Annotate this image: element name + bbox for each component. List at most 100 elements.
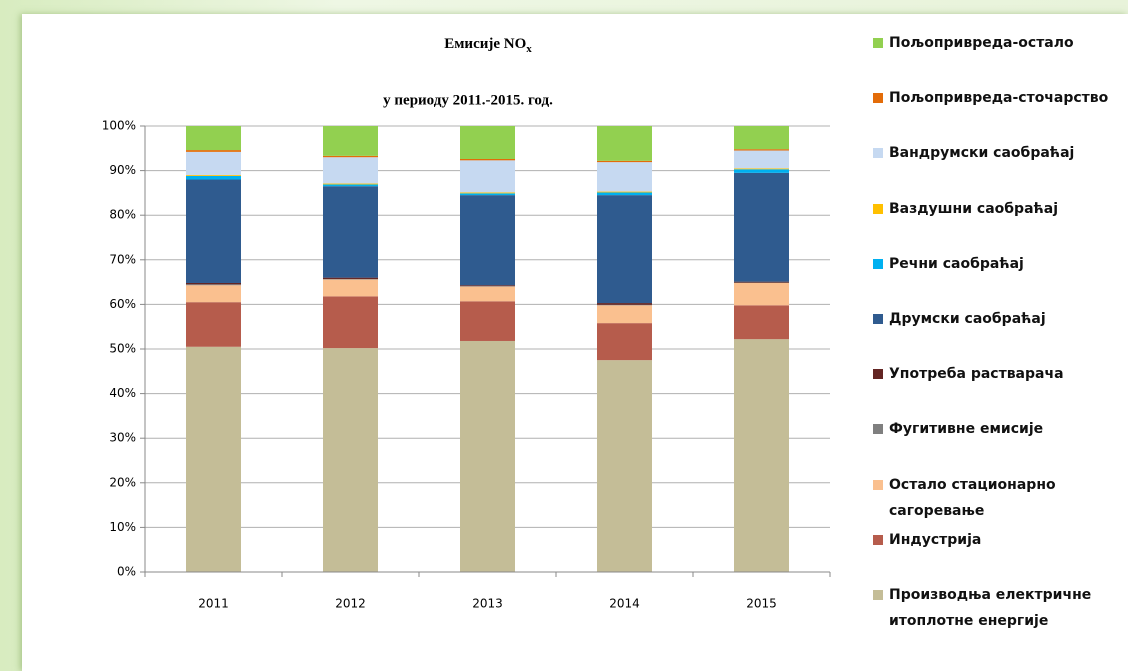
x-tick-label: 2012 bbox=[335, 597, 366, 611]
legend-label: Фугитивне емисије bbox=[889, 421, 1044, 438]
y-tick-label: 80% bbox=[109, 208, 136, 222]
bar-segment bbox=[597, 160, 652, 163]
legend-item: Пољопривреда-сточарство bbox=[873, 85, 1123, 111]
bar-segment bbox=[734, 168, 789, 170]
bar-segment bbox=[460, 159, 515, 161]
bar-segment bbox=[186, 302, 241, 347]
bar-segment bbox=[186, 151, 241, 176]
bar-segment bbox=[323, 296, 378, 349]
legend-swatch bbox=[873, 93, 883, 104]
bar-segment bbox=[734, 305, 789, 340]
legend-label: Пољопривреда-сточарство bbox=[889, 90, 1109, 107]
bar-segment bbox=[597, 162, 652, 192]
bar-segment bbox=[460, 195, 515, 286]
bar-segment bbox=[186, 175, 241, 176]
legend-label: Остало стационарно сагоревање bbox=[889, 476, 1056, 519]
legend-item: Вандрумски саобраћај bbox=[873, 140, 1123, 166]
bar-segment bbox=[323, 348, 378, 572]
bar-segment bbox=[186, 346, 241, 572]
bar-segment bbox=[460, 160, 515, 193]
bar-segment bbox=[734, 149, 789, 151]
legend-swatch bbox=[873, 314, 883, 324]
chart-title: Емисије NO bbox=[444, 36, 526, 52]
legend-swatch bbox=[873, 590, 883, 600]
x-tick-label: 2011 bbox=[198, 597, 229, 611]
bar-segment bbox=[734, 172, 789, 282]
bar-segment bbox=[460, 126, 515, 160]
bar-segment bbox=[460, 285, 515, 287]
legend-item: Пољопривреда-остало bbox=[873, 30, 1123, 56]
bar-segment bbox=[186, 282, 241, 285]
y-tick-label: 70% bbox=[109, 252, 136, 266]
bar-segment bbox=[186, 126, 241, 151]
legend-swatch bbox=[873, 38, 883, 48]
y-tick-label: 10% bbox=[109, 520, 136, 534]
x-tick-label: 2014 bbox=[609, 597, 640, 611]
legend-item: Речни саобраћај bbox=[873, 251, 1123, 277]
legend-swatch bbox=[873, 369, 883, 380]
legend-swatch bbox=[873, 203, 883, 214]
bar-segment bbox=[597, 323, 652, 361]
legend-label: Ваздушни саобраћај bbox=[889, 200, 1059, 217]
legend-label: Употреба растварача bbox=[889, 366, 1064, 383]
bar-segment bbox=[597, 305, 652, 324]
bar-segment bbox=[460, 340, 515, 572]
x-tick-label: 2015 bbox=[746, 597, 777, 611]
bar-segment bbox=[597, 195, 652, 304]
bar-segment bbox=[323, 186, 378, 278]
y-tick-label: 100% bbox=[102, 119, 136, 133]
legend-item: Фугитивне емисије bbox=[873, 416, 1123, 442]
x-tick-label: 2013 bbox=[472, 597, 503, 611]
legend-item: Индустрија bbox=[873, 527, 1123, 553]
bar-segment bbox=[734, 169, 789, 173]
bar-segment bbox=[460, 192, 515, 194]
bar-segment bbox=[186, 179, 241, 283]
chart-title-subscript: x bbox=[526, 43, 532, 55]
legend-item: Ваздушни саобраћај bbox=[873, 196, 1123, 222]
bar-segment bbox=[323, 157, 378, 184]
y-tick-label: 0% bbox=[117, 565, 136, 579]
legend-label: Пољопривреда-остало bbox=[889, 35, 1074, 51]
y-tick-label: 90% bbox=[109, 163, 136, 177]
y-tick-label: 20% bbox=[109, 475, 136, 489]
bar-segment bbox=[186, 175, 241, 180]
legend-swatch bbox=[873, 258, 883, 269]
legend-swatch bbox=[873, 479, 883, 490]
bar-segment bbox=[597, 303, 652, 305]
legend-item: Производња електричне итоплотне енергије bbox=[873, 582, 1123, 634]
bar-segment bbox=[597, 360, 652, 572]
bar-segment bbox=[734, 126, 789, 150]
bar-segment bbox=[734, 150, 789, 169]
bar-segment bbox=[460, 301, 515, 341]
bar-segment bbox=[597, 192, 652, 196]
bar-segment bbox=[186, 284, 241, 286]
chart-title-group: Емисије NOx bbox=[444, 36, 532, 54]
legend-label: Друмски саобраћај bbox=[889, 311, 1046, 327]
legend-swatch bbox=[873, 424, 883, 435]
y-tick-label: 60% bbox=[109, 297, 136, 311]
bar-segment bbox=[734, 281, 789, 283]
bar-segment bbox=[323, 126, 378, 156]
bar-segment bbox=[734, 282, 789, 306]
legend-swatch bbox=[873, 534, 883, 545]
bar-segment bbox=[597, 191, 652, 193]
bar-segment bbox=[597, 126, 652, 161]
legend-item: Употреба растварача bbox=[873, 361, 1123, 387]
legend-label: Индустрија bbox=[889, 531, 982, 548]
bar-segment bbox=[323, 277, 378, 279]
bar-segment bbox=[186, 285, 241, 303]
bar-segment bbox=[186, 150, 241, 152]
y-tick-label: 40% bbox=[109, 386, 136, 400]
legend-label: Производња електричне итоплотне енергије bbox=[889, 587, 1092, 629]
bar-segment bbox=[734, 339, 789, 572]
legend-item: Остало стационарно сагоревање bbox=[873, 472, 1123, 524]
bar-segment bbox=[323, 183, 378, 185]
legend-swatch bbox=[873, 148, 883, 159]
bar-segment bbox=[323, 279, 378, 297]
y-tick-label: 30% bbox=[109, 431, 136, 445]
y-tick-label: 50% bbox=[109, 342, 136, 356]
chart-subtitle: у периоду 2011.-2015. год. bbox=[383, 92, 553, 108]
bar-segment bbox=[323, 155, 378, 158]
